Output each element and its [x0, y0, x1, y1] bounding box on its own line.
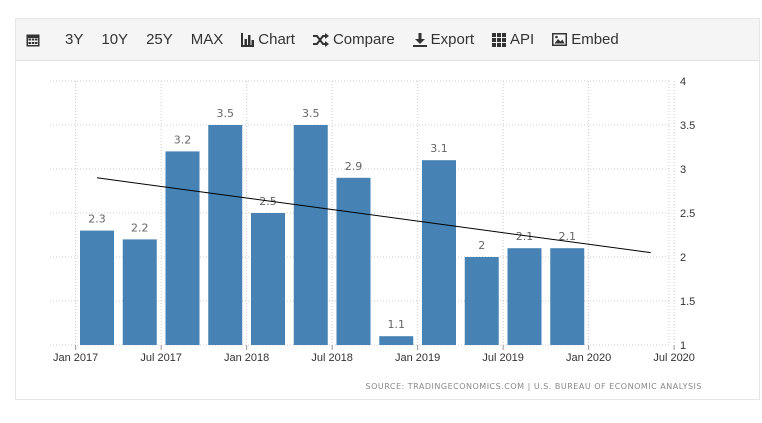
data-label: 2.5: [259, 195, 277, 208]
x-tick-label: Jan 2019: [395, 352, 440, 364]
trend-line-group: [96, 177, 651, 254]
compare-button[interactable]: Compare: [304, 19, 404, 61]
grid-icon: [492, 32, 507, 47]
bar-q4-2019: [550, 248, 585, 345]
bar-q3-2019: [507, 248, 542, 345]
bar-q1-2017: [80, 230, 114, 345]
data-label: 3.5: [302, 107, 320, 120]
bar-q3-2017: [165, 151, 200, 345]
y-tick-label: 2.5: [680, 208, 695, 220]
bar-q1-2018: [251, 213, 285, 345]
data-label: 2: [478, 239, 485, 252]
range-3y-button[interactable]: 3Y: [65, 31, 84, 48]
range-10y-button[interactable]: 10Y: [101, 31, 129, 48]
range-max-button[interactable]: MAX: [190, 31, 224, 48]
y-tick-label: 4: [680, 76, 686, 88]
y-tick-label: 1.5: [680, 296, 695, 308]
api-label: API: [510, 31, 535, 48]
chart-widget: 3Y 10Y 25Y MAX Chart Compare Export: [15, 18, 760, 400]
bar-series: [80, 125, 585, 345]
calendar-button[interactable]: [16, 19, 56, 61]
x-tick-label: Jan 2020: [566, 352, 611, 364]
trend-line: [96, 177, 651, 254]
data-label: 2.3: [88, 213, 106, 226]
bar-q1-2019: [422, 160, 456, 345]
y-tick-label: 3.5: [680, 120, 695, 132]
bar-q2-2019: [464, 257, 499, 345]
bar-chart: 2.3 2.2 3.2 3.5 2.5 3.5 2.9 1.1 3.1 2 2.1 2.1 1 1.5 2…: [50, 76, 703, 391]
bar-q2-2018: [293, 125, 328, 345]
x-tick-label: Jan 2018: [224, 352, 269, 364]
axes: 1 1.5 2 2.5 3 3.5 4 Jan 2017 Jul 2017 Jan 2018 Jul…: [53, 76, 695, 364]
bar-q4-2018: [379, 336, 414, 345]
bar-q4-2017: [208, 125, 243, 345]
embed-label: Embed: [571, 31, 619, 48]
x-tick-label: Jul 2017: [140, 352, 182, 364]
x-tick-label: Jan 2017: [53, 352, 98, 364]
y-tick-label: 3: [680, 164, 686, 176]
y-tick-label: 1: [680, 340, 686, 352]
export-button[interactable]: Export: [404, 19, 483, 61]
calendar-icon: [26, 34, 40, 46]
chart-area: 2.3 2.2 3.2 3.5 2.5 3.5 2.9 1.1 3.1 2 2.1 2.1 1 1.5 2…: [16, 61, 759, 399]
x-tick-label: Jul 2018: [311, 352, 353, 364]
data-label: 2.1: [559, 230, 577, 243]
data-label: 2.9: [345, 160, 363, 173]
data-label: 2.1: [516, 230, 534, 243]
range-25y-button[interactable]: 25Y: [146, 31, 173, 48]
chart-type-label: Chart: [258, 31, 295, 48]
chart-type-button[interactable]: Chart: [232, 19, 304, 61]
bar-q2-2017: [122, 239, 157, 345]
bar-chart-icon: [241, 32, 255, 47]
chart-toolbar: 3Y 10Y 25Y MAX Chart Compare Export: [16, 19, 759, 61]
y-tick-label: 2: [680, 252, 686, 264]
data-label: 1.1: [388, 318, 406, 331]
x-tick-label: Jul 2020: [653, 352, 695, 364]
x-tick-label: Jul 2019: [482, 352, 524, 364]
source-note: SOURCE: TRADINGECONOMICS.COM | U.S. BURE…: [366, 382, 703, 391]
data-label: 3.1: [430, 142, 448, 155]
compare-label: Compare: [332, 31, 395, 48]
export-label: Export: [430, 31, 475, 48]
data-label: 2.2: [131, 221, 149, 234]
data-labels: 2.3 2.2 3.2 3.5 2.5 3.5 2.9 1.1 3.1 2 2.1 2.1: [88, 107, 576, 331]
shuffle-icon: [312, 32, 329, 47]
image-icon: [552, 33, 568, 46]
data-label: 3.5: [217, 107, 235, 120]
embed-button[interactable]: Embed: [543, 19, 628, 61]
bar-q3-2018: [336, 177, 371, 345]
data-label: 3.2: [174, 133, 192, 146]
download-icon: [412, 32, 427, 47]
api-button[interactable]: API: [483, 19, 543, 61]
